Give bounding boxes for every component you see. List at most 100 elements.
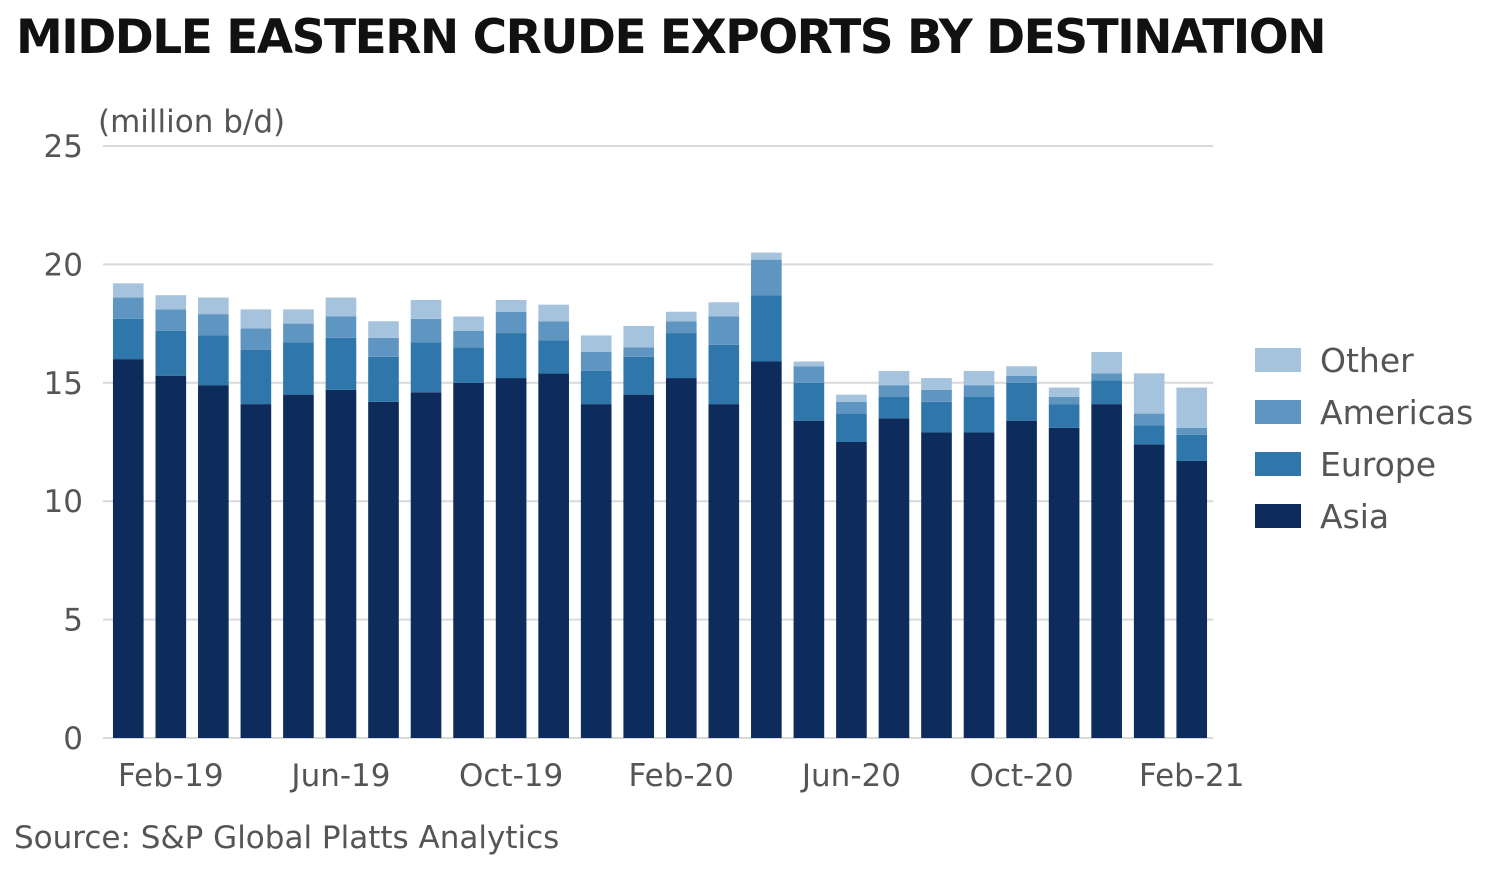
bar-europe-jan-19 — [112, 318, 144, 360]
bar-asia-jul-19 — [368, 401, 399, 738]
bar-other-oct-20 — [1006, 366, 1037, 376]
bar-other-oct-19 — [495, 299, 527, 312]
x-tick-label: Feb-20 — [629, 758, 735, 794]
bar-europe-sep-20 — [963, 397, 995, 433]
y-tick-label: 5 — [63, 603, 83, 639]
bar-asia-feb-21 — [1176, 460, 1208, 738]
y-tick-label: 0 — [63, 721, 83, 757]
bar-europe-aug-19 — [410, 342, 442, 393]
bar-europe-may-20 — [793, 382, 825, 421]
bar-americas-apr-20 — [751, 259, 782, 296]
bar-asia-feb-19 — [155, 375, 187, 738]
bar-europe-nov-19 — [538, 340, 569, 374]
bar-other-nov-20 — [1048, 387, 1080, 398]
bar-europe-aug-20 — [921, 401, 952, 433]
bar-europe-nov-20 — [1048, 404, 1080, 428]
bar-americas-apr-19 — [240, 328, 272, 350]
bar-europe-dec-20 — [1091, 380, 1122, 405]
bar-europe-feb-20 — [665, 333, 697, 379]
bar-asia-apr-19 — [240, 404, 272, 738]
bar-asia-jun-19 — [325, 389, 357, 738]
bar-other-may-20 — [793, 361, 825, 367]
bar-europe-feb-19 — [155, 330, 187, 376]
bar-asia-apr-20 — [751, 361, 782, 738]
x-tick-label: Jun-20 — [800, 758, 901, 794]
bar-asia-feb-20 — [665, 378, 697, 738]
bar-europe-jul-19 — [368, 356, 399, 402]
bar-americas-oct-19 — [495, 311, 527, 334]
bar-asia-nov-19 — [538, 373, 569, 738]
bar-europe-sep-19 — [453, 347, 484, 383]
x-tick-label: Oct-20 — [969, 758, 1073, 794]
bar-europe-jun-19 — [325, 337, 357, 390]
bar-asia-jan-19 — [112, 359, 144, 738]
bar-americas-jul-20 — [878, 385, 910, 398]
bar-asia-may-19 — [283, 394, 314, 738]
legend: Other Americas Europe Asia — [1255, 341, 1473, 536]
bar-other-jun-19 — [325, 297, 357, 317]
bar-europe-dec-19 — [580, 370, 612, 405]
legend-swatch-europe — [1255, 452, 1301, 476]
bar-other-aug-20 — [921, 378, 952, 390]
bar-europe-mar-19 — [198, 335, 229, 386]
legend-label-americas: Americas — [1320, 393, 1473, 432]
bar-asia-jun-20 — [836, 442, 867, 738]
y-tick-label: 10 — [44, 484, 83, 520]
bar-asia-mar-20 — [708, 404, 740, 738]
bar-asia-jan-21 — [1133, 444, 1165, 738]
bar-americas-may-19 — [283, 323, 314, 343]
bars — [112, 252, 1208, 738]
bar-europe-apr-20 — [751, 295, 782, 362]
bar-americas-mar-20 — [708, 316, 740, 345]
bar-americas-mar-19 — [198, 314, 229, 336]
bar-asia-sep-19 — [453, 382, 484, 738]
bar-americas-sep-20 — [963, 385, 995, 398]
bar-other-jan-21 — [1133, 373, 1165, 414]
bar-other-nov-19 — [538, 304, 569, 322]
legend-label-asia: Asia — [1320, 497, 1389, 536]
bar-asia-aug-20 — [921, 432, 952, 738]
bar-europe-jul-20 — [878, 397, 910, 419]
x-axis-ticks: Feb-19 Jun-19 Oct-19 Feb-20 Jun-20 Oct-20 Feb-… — [118, 758, 1244, 794]
bar-europe-jan-20 — [623, 356, 655, 395]
bar-other-jul-19 — [368, 321, 399, 338]
bar-europe-may-19 — [283, 342, 314, 395]
bar-europe-oct-20 — [1006, 382, 1037, 421]
bar-other-may-19 — [283, 309, 314, 324]
bar-europe-apr-19 — [240, 349, 272, 405]
bar-americas-sep-19 — [453, 330, 484, 348]
bar-other-sep-19 — [453, 316, 484, 331]
bar-americas-jan-19 — [112, 297, 144, 319]
bar-other-dec-19 — [580, 335, 612, 353]
chart-title: MIDDLE EASTERN CRUDE EXPORTS BY DESTINAT… — [16, 10, 1327, 65]
bar-other-feb-19 — [155, 295, 187, 310]
bar-americas-jun-20 — [836, 401, 867, 414]
bar-asia-dec-19 — [580, 404, 612, 738]
bar-asia-dec-20 — [1091, 404, 1122, 738]
bar-americas-may-20 — [793, 366, 825, 383]
bar-asia-oct-20 — [1006, 420, 1037, 738]
bar-asia-jul-20 — [878, 418, 910, 738]
bar-americas-feb-20 — [665, 321, 697, 334]
bar-other-apr-20 — [751, 252, 782, 260]
bar-americas-jan-20 — [623, 347, 655, 357]
legend-swatch-americas — [1255, 400, 1301, 424]
bar-europe-jun-20 — [836, 413, 867, 442]
bar-other-dec-20 — [1091, 352, 1122, 374]
bar-europe-oct-19 — [495, 333, 527, 379]
bar-americas-oct-20 — [1006, 375, 1037, 383]
bar-other-jul-20 — [878, 370, 910, 386]
bar-other-jan-19 — [112, 283, 144, 298]
bar-americas-jan-21 — [1133, 413, 1165, 426]
bar-other-jan-20 — [623, 325, 655, 348]
bar-americas-nov-19 — [538, 321, 569, 341]
bar-americas-dec-20 — [1091, 373, 1122, 381]
x-tick-label: Jun-19 — [289, 758, 390, 794]
bar-asia-mar-19 — [198, 385, 229, 738]
bar-other-aug-19 — [410, 299, 442, 319]
bar-asia-nov-20 — [1048, 427, 1080, 738]
x-tick-label: Oct-19 — [459, 758, 563, 794]
source-note: Source: S&P Global Platts Analytics — [14, 820, 560, 856]
bar-asia-aug-19 — [410, 392, 442, 738]
x-tick-label: Feb-19 — [118, 758, 224, 794]
